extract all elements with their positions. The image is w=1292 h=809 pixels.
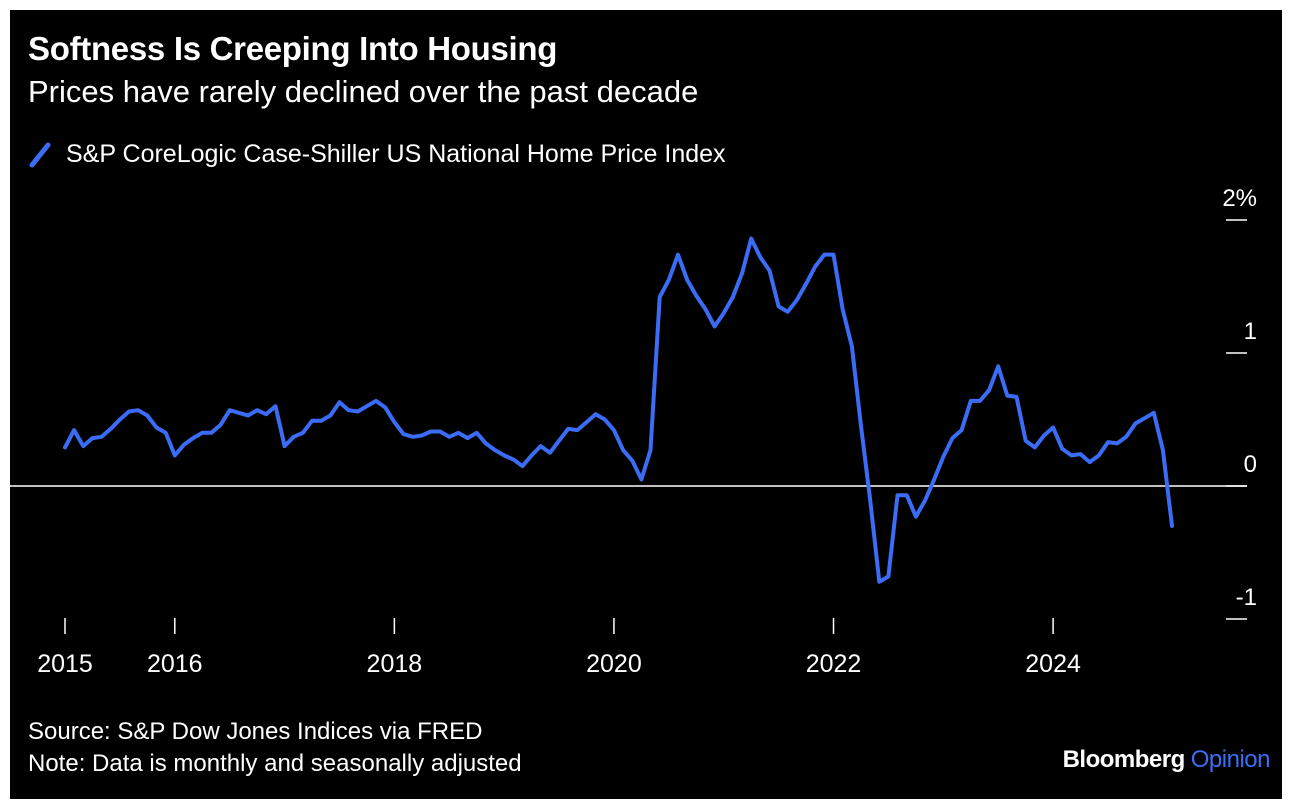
source-text: Source: S&P Dow Jones Indices via FRED: [28, 718, 483, 745]
line-chart: 2% 1 0 -1 2015 2016 2018 2020 2022 2024: [10, 185, 1257, 678]
x-tick-label: 2020: [586, 650, 642, 678]
chart-frame: Softness Is Creeping Into Housing Prices…: [10, 10, 1282, 799]
chart-subtitle: Prices have rarely declined over the pas…: [28, 74, 699, 109]
y-tick-label: 1: [1244, 318, 1257, 345]
source-notes: Source: S&P Dow Jones Indices via FRED N…: [28, 716, 522, 780]
brand-suffix: Opinion: [1190, 746, 1271, 773]
legend-label: S&P CoreLogic Case-Shiller US National H…: [66, 140, 726, 168]
x-tick-label: 2016: [147, 650, 203, 678]
chart-legend: S&P CoreLogic Case-Shiller US National H…: [28, 140, 726, 169]
note-text: Note: Data is monthly and seasonally adj…: [28, 750, 522, 777]
x-tick-label: 2018: [367, 650, 423, 678]
chart-title: Softness Is Creeping Into Housing: [28, 30, 558, 67]
x-tick-label: 2015: [37, 650, 93, 678]
series-line: [63, 236, 1174, 584]
x-tick-label: 2022: [806, 650, 862, 678]
y-tick-label: -1: [1236, 584, 1257, 611]
brand-logo: Bloomberg Opinion: [1062, 746, 1271, 774]
y-tick-label: 2%: [1222, 185, 1257, 212]
legend-line-icon: [29, 142, 51, 167]
brand-name: Bloomberg: [1062, 746, 1186, 773]
x-tick-label: 2024: [1025, 650, 1081, 678]
y-tick-label: 0: [1244, 451, 1257, 478]
